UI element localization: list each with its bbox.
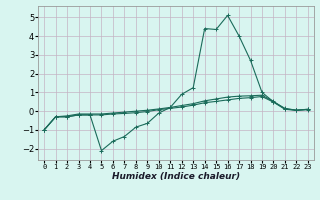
- X-axis label: Humidex (Indice chaleur): Humidex (Indice chaleur): [112, 172, 240, 181]
